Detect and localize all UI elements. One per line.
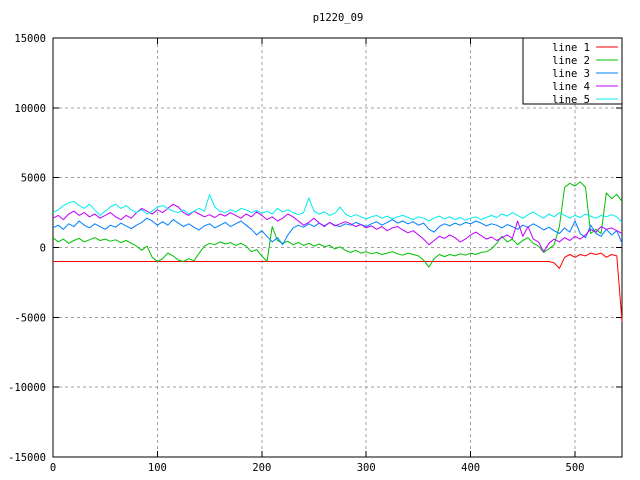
x-tick-label: 500 (566, 462, 585, 474)
x-tick-label: 100 (148, 462, 167, 474)
legend-box (522, 37, 623, 105)
x-tick-label: 200 (252, 462, 271, 474)
y-tick-label: 0 (40, 243, 46, 255)
legend-label: line 2 (552, 55, 590, 67)
x-tick-label: 0 (50, 462, 56, 474)
y-tick-label: 5000 (21, 173, 46, 185)
plot-area: 0 100 200 300 400 500 -15000 -10000 -5000 0 5000 10… (8, 33, 623, 474)
y-tick-label: 15000 (14, 33, 46, 45)
chart-title: p1220_09 (313, 12, 364, 24)
series-line-3 (52, 217, 623, 246)
x-tick-label: 400 (461, 462, 480, 474)
legend-label: line 4 (552, 81, 590, 93)
legend-label: line 5 (552, 94, 590, 106)
legend-label: line 3 (552, 68, 590, 80)
series-line-2 (52, 181, 623, 268)
x-tick-label: 300 (357, 462, 376, 474)
series-line-4 (52, 203, 623, 253)
y-tick-label: -15000 (8, 452, 46, 464)
series-line-1 (53, 252, 623, 322)
legend-label: line 1 (552, 42, 590, 54)
series-line-5 (52, 193, 623, 223)
y-tick-label: -10000 (8, 382, 46, 394)
y-tick-label: -5000 (14, 312, 46, 324)
y-tick-label: 10000 (14, 103, 46, 115)
